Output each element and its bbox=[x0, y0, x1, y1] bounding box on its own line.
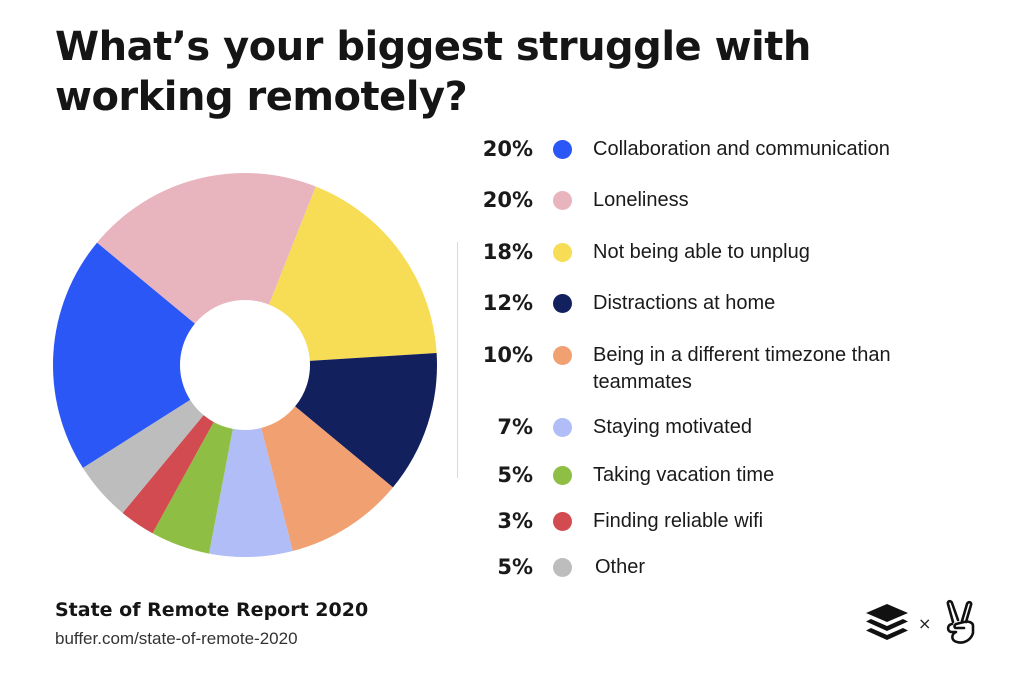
legend-label: Being in a different timezone than teamm… bbox=[593, 344, 891, 393]
buffer-stack-logo bbox=[866, 604, 908, 640]
legend-label: Taking vacation time bbox=[593, 464, 775, 486]
legend-percent: 5% bbox=[497, 463, 533, 487]
donut-slice-collaboration-and-communication bbox=[52, 242, 195, 468]
legend-color-dot bbox=[553, 418, 572, 437]
donut-slice-staying-motivated bbox=[209, 427, 293, 557]
legend-percent: 12% bbox=[482, 291, 533, 315]
legend-color-dot bbox=[553, 191, 572, 210]
legend-color-dot bbox=[553, 294, 572, 313]
legend-percent: 20% bbox=[482, 137, 533, 161]
legend-label: Staying motivated bbox=[593, 416, 752, 438]
donut-slice-not-being-able-to-unplug bbox=[268, 186, 437, 361]
legend-percent: 20% bbox=[482, 188, 533, 212]
legend-color-dot bbox=[553, 512, 572, 531]
report-url: buffer.com/state-of-remote-2020 bbox=[55, 629, 298, 648]
legend-color-dot bbox=[553, 140, 572, 159]
donut-slice-distractions-at-home bbox=[295, 352, 437, 488]
legend-percent: 5% bbox=[497, 555, 533, 579]
legend-label: Collaboration and communication bbox=[593, 138, 890, 160]
partner-logos bbox=[866, 599, 975, 644]
donut-slice-being-in-a-different-timezone-than-teammates bbox=[261, 406, 393, 551]
chart-title: What’s your biggest struggle with workin… bbox=[55, 24, 811, 120]
legend-percent: 10% bbox=[482, 343, 533, 367]
times-sign: × bbox=[918, 614, 932, 633]
donut-slice-other bbox=[82, 399, 204, 513]
legend-color-dot bbox=[553, 243, 572, 262]
legend-percent: 7% bbox=[497, 415, 533, 439]
legend-divider bbox=[457, 242, 458, 478]
donut-slice-taking-vacation-time bbox=[152, 421, 233, 554]
donut-slice-finding-reliable-wifi bbox=[122, 415, 214, 534]
legend-percent: 18% bbox=[482, 240, 533, 264]
report-title: State of Remote Report 2020 bbox=[55, 599, 369, 621]
donut-chart bbox=[52, 173, 437, 557]
chart-legend: 20% Collaboration and communication 20% Lon… bbox=[455, 0, 1015, 600]
legend-label: Other bbox=[595, 556, 646, 578]
legend-label: Loneliness bbox=[593, 189, 689, 211]
legend-color-dot bbox=[553, 558, 572, 577]
legend-label: Finding reliable wifi bbox=[593, 510, 764, 532]
legend-color-dot bbox=[553, 466, 572, 485]
legend-label: Not being able to unplug bbox=[593, 241, 810, 263]
legend-label: Distractions at home bbox=[593, 292, 776, 314]
legend-percent: 3% bbox=[497, 509, 533, 533]
legend-color-dot bbox=[553, 346, 572, 365]
donut-slice-loneliness bbox=[97, 173, 316, 324]
angellist-peace-hand-logo bbox=[946, 599, 975, 644]
